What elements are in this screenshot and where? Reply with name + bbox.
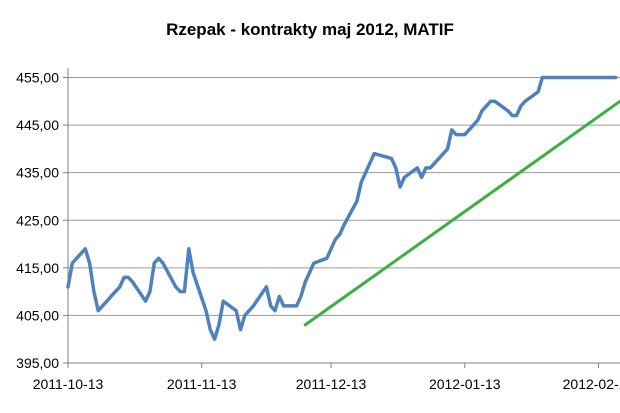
x-axis-ticks: 2011-10-13 2011-11-13 2011-12-13 2012-01-13… bbox=[33, 376, 620, 392]
x-tick-label: 2011-12-13 bbox=[296, 376, 367, 392]
x-tick-label: 2012-01-13 bbox=[429, 376, 501, 392]
y-tick-label: 395,00 bbox=[16, 355, 59, 371]
y-tick-label: 405,00 bbox=[16, 307, 59, 323]
chart-title: Rzepak - kontrakty maj 2012, MATIF bbox=[166, 20, 454, 39]
axes bbox=[63, 68, 620, 368]
y-axis-ticks: 395,00 405,00 415,00 425,00 435,00 445,00 455,… bbox=[16, 70, 59, 371]
price-series-line bbox=[66, 75, 618, 341]
y-tick-label: 425,00 bbox=[16, 212, 59, 228]
x-tick-label: 2011-10-13 bbox=[33, 376, 104, 392]
y-tick-label: 445,00 bbox=[16, 117, 59, 133]
y-tick-label: 455,00 bbox=[16, 70, 59, 86]
trend-line bbox=[303, 99, 620, 327]
y-tick-label: 435,00 bbox=[16, 165, 59, 181]
grid-lines bbox=[68, 77, 620, 316]
y-tick-label: 415,00 bbox=[16, 260, 59, 276]
x-tick-label: 2011-11-13 bbox=[167, 376, 237, 392]
x-tick-label: 2012-02-13 bbox=[563, 376, 620, 392]
series-group bbox=[66, 75, 620, 341]
